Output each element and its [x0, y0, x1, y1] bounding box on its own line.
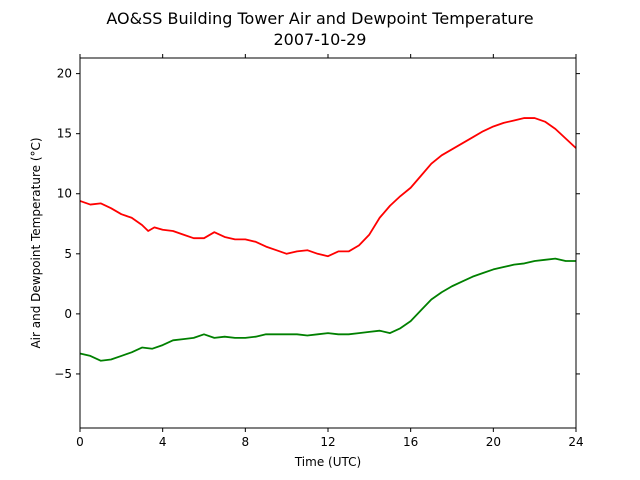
y-tick-label: 0 [64, 307, 72, 321]
y-axis-label: Air and Dewpoint Temperature (°C) [29, 137, 43, 348]
x-tick-label: 16 [403, 435, 418, 449]
x-tick-label: 0 [76, 435, 84, 449]
x-tick-label: 4 [159, 435, 167, 449]
chart-subtitle: 2007-10-29 [274, 30, 367, 49]
x-axis-label: Time (UTC) [294, 455, 361, 469]
y-tick-label: 5 [64, 247, 72, 261]
y-tick-label: 10 [57, 187, 72, 201]
x-tick-label: 12 [320, 435, 335, 449]
y-tick-label: −5 [54, 367, 72, 381]
series-layer [79, 117, 577, 362]
series-line-2 [79, 257, 576, 362]
x-tick-label: 8 [242, 435, 250, 449]
y-tick-label: 20 [57, 67, 72, 81]
series-line-1 [79, 117, 577, 258]
chart-title: AO&SS Building Tower Air and Dewpoint Te… [106, 9, 533, 28]
tick-layer: 0 4 8 12 16 20 24 −5 0 5 10 15 20 [54, 54, 584, 449]
plot-frame [79, 57, 577, 429]
x-tick-label: 24 [568, 435, 583, 449]
x-tick-label: 20 [486, 435, 501, 449]
y-tick-label: 15 [57, 127, 72, 141]
